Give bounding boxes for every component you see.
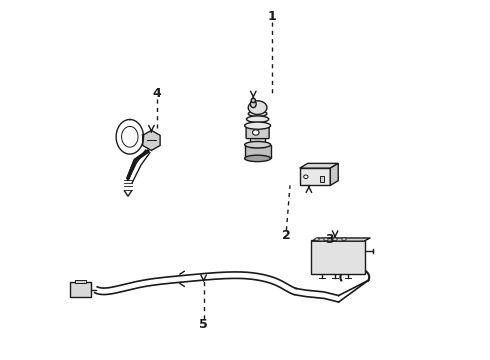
- Ellipse shape: [250, 100, 256, 108]
- Ellipse shape: [324, 238, 328, 241]
- Polygon shape: [330, 163, 338, 185]
- Text: 2: 2: [282, 229, 291, 242]
- FancyBboxPatch shape: [246, 126, 269, 139]
- Ellipse shape: [245, 155, 270, 162]
- Text: 1: 1: [268, 10, 276, 23]
- Text: 5: 5: [199, 318, 208, 330]
- Ellipse shape: [248, 101, 267, 114]
- FancyBboxPatch shape: [75, 280, 86, 283]
- Ellipse shape: [342, 238, 346, 241]
- Ellipse shape: [333, 238, 337, 241]
- Ellipse shape: [245, 122, 270, 129]
- Polygon shape: [300, 163, 338, 168]
- Polygon shape: [143, 130, 160, 150]
- Ellipse shape: [315, 238, 319, 241]
- FancyBboxPatch shape: [311, 240, 365, 274]
- Ellipse shape: [248, 111, 267, 116]
- Ellipse shape: [252, 130, 259, 135]
- Polygon shape: [312, 238, 370, 241]
- Text: 4: 4: [152, 87, 161, 100]
- FancyBboxPatch shape: [245, 145, 270, 158]
- FancyBboxPatch shape: [319, 176, 324, 182]
- Text: 3: 3: [325, 233, 334, 246]
- FancyBboxPatch shape: [300, 168, 330, 185]
- FancyBboxPatch shape: [71, 282, 91, 297]
- Ellipse shape: [246, 116, 269, 122]
- FancyBboxPatch shape: [250, 136, 265, 147]
- Ellipse shape: [245, 141, 270, 148]
- Ellipse shape: [251, 98, 255, 103]
- Ellipse shape: [304, 175, 308, 179]
